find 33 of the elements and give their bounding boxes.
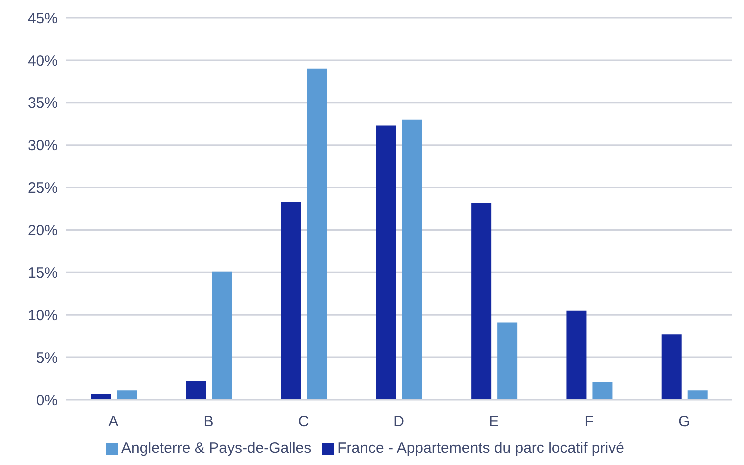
y-tick-label: 0% — [36, 392, 58, 410]
bar — [688, 390, 708, 400]
y-tick-label: 25% — [28, 180, 58, 198]
y-tick-label: 10% — [28, 307, 58, 324]
bar — [186, 381, 206, 400]
bar — [281, 202, 302, 400]
x-tick-label: C — [298, 414, 310, 431]
bar — [402, 120, 422, 400]
bar — [307, 68, 328, 400]
bar — [662, 334, 682, 400]
y-tick-label: 20% — [28, 222, 58, 240]
y-tick-label: 30% — [28, 138, 58, 155]
bar — [592, 382, 613, 400]
x-tick-label: D — [394, 414, 405, 431]
y-tick-label: 40% — [28, 52, 58, 70]
x-tick-label: F — [584, 414, 594, 431]
y-tick-label: 15% — [28, 264, 58, 282]
bar — [472, 203, 492, 400]
bar — [117, 390, 137, 400]
x-tick-label: A — [108, 414, 119, 431]
x-tick-label: B — [204, 414, 214, 431]
legend-label: France - Appartements du parc locatif privé — [338, 440, 624, 457]
x-tick-label: G — [678, 414, 690, 431]
bar — [91, 394, 111, 400]
bar — [376, 126, 396, 400]
y-tick-label: 5% — [36, 350, 58, 367]
bar — [498, 322, 518, 400]
x-tick-label: E — [489, 414, 500, 431]
legend-label: Angleterre & Pays-de-Galles — [122, 440, 312, 457]
y-tick-label: 35% — [28, 95, 58, 112]
bar — [212, 272, 232, 400]
y-tick-label: 45% — [28, 10, 58, 28]
bar — [566, 310, 587, 400]
